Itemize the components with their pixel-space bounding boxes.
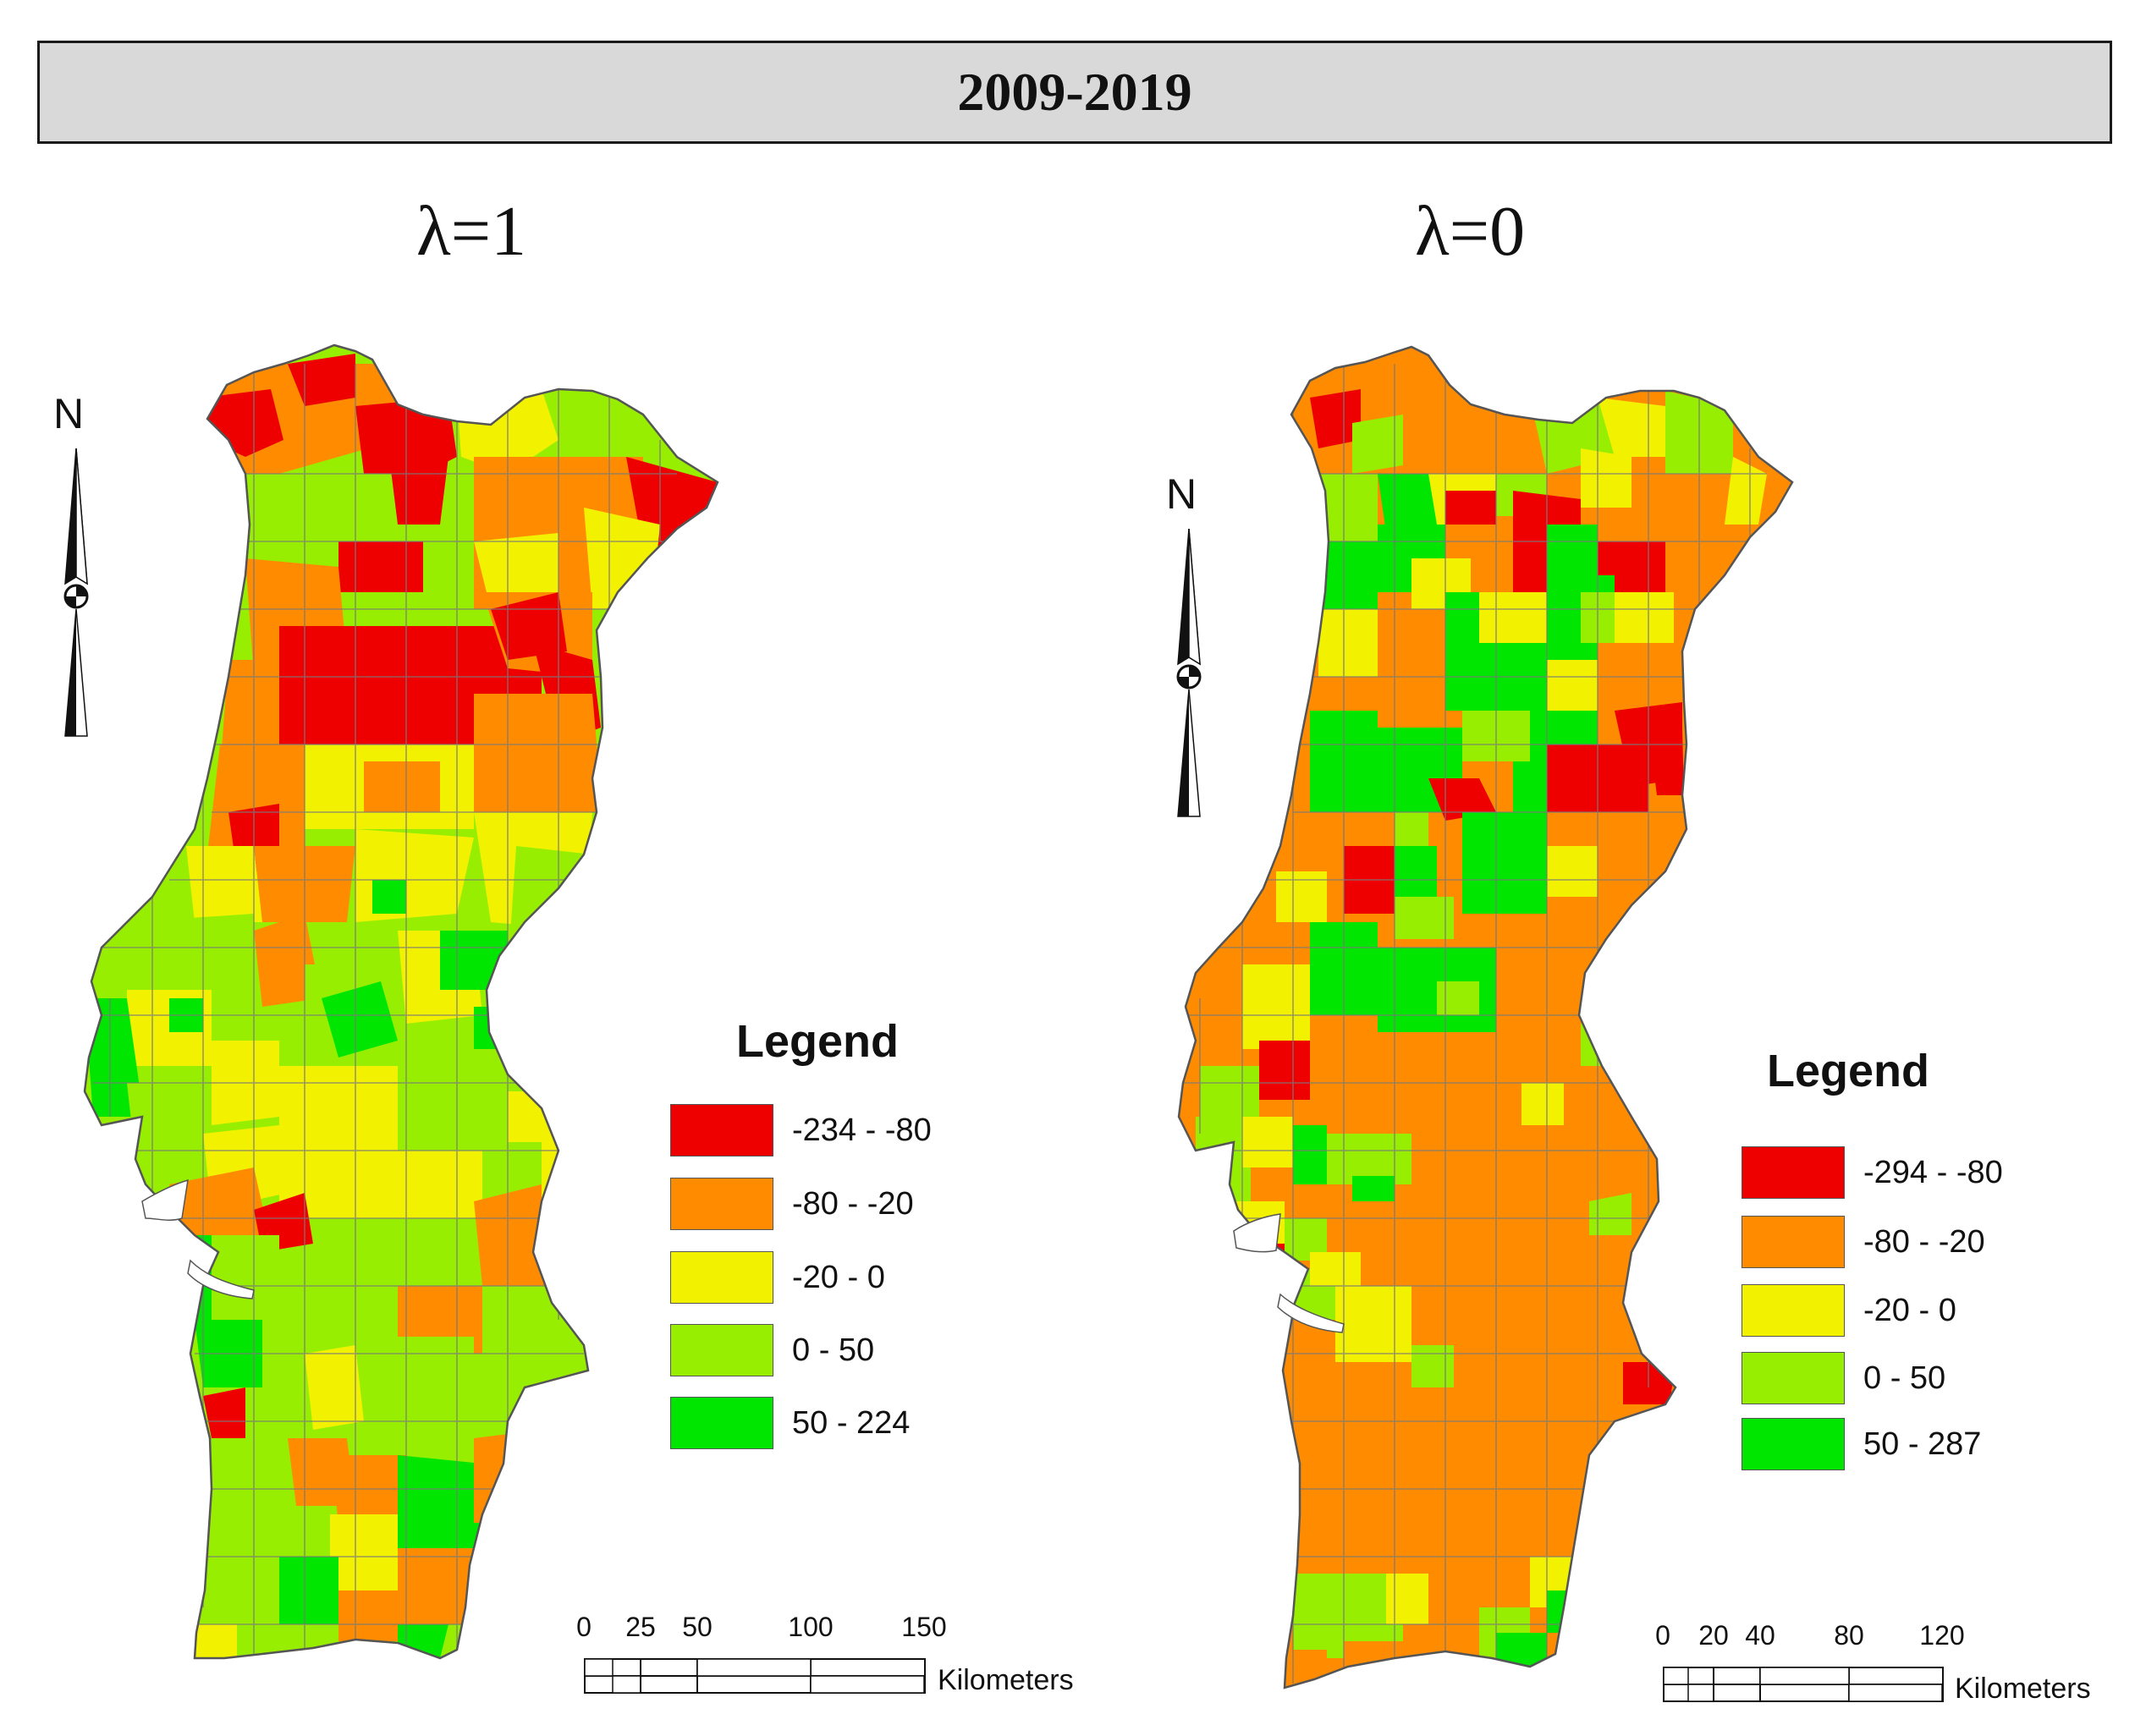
- legend-label: -234 - -80: [792, 1112, 932, 1148]
- legend-item: -294 - -80: [1742, 1146, 2003, 1199]
- north-label-right: N: [1166, 470, 1197, 518]
- scale-bar-right-graphic: [1663, 1667, 1944, 1702]
- legend-swatch: [670, 1251, 773, 1304]
- scale-tick: 120: [1919, 1620, 1965, 1651]
- scale-unit: Kilometers: [1955, 1673, 2091, 1705]
- legend-swatch: [670, 1178, 773, 1230]
- north-arrow-left: N: [47, 389, 106, 737]
- scale-tick: 40: [1745, 1620, 1775, 1651]
- legend-swatch: [670, 1104, 773, 1156]
- legend-swatch: [1742, 1418, 1845, 1470]
- legend-item: 50 - 287: [1742, 1418, 1981, 1470]
- legend-title-right: Legend: [1767, 1046, 1930, 1096]
- legend-title-left: Legend: [736, 1016, 900, 1067]
- scale-bar-left: 0 25 50 100 150 Kilometers: [576, 1612, 1109, 1713]
- legend-swatch: [1742, 1352, 1845, 1404]
- legend-label: -80 - -20: [1863, 1223, 1985, 1260]
- north-arrow-left-icon: [63, 448, 89, 737]
- legend-label: 0 - 50: [792, 1332, 875, 1368]
- legend-item: -80 - -20: [670, 1178, 914, 1230]
- legend-label: -294 - -80: [1863, 1154, 2003, 1190]
- legend-swatch: [1742, 1216, 1845, 1268]
- scale-tick: 25: [625, 1612, 656, 1642]
- legend-swatch: [670, 1397, 773, 1449]
- legend-label: -20 - 0: [792, 1259, 885, 1295]
- title-bar: 2009-2019: [37, 41, 2112, 144]
- scale-bar-left-graphic: [584, 1658, 926, 1694]
- north-arrow-right: N: [1159, 470, 1219, 817]
- scale-bar-right: 0 20 40 80 120 Kilometers: [1655, 1620, 2137, 1722]
- legend-label: 0 - 50: [1863, 1360, 1946, 1396]
- figure-title: 2009-2019: [957, 62, 1192, 122]
- legend-item: -20 - 0: [670, 1251, 885, 1304]
- legend-item: -80 - -20: [1742, 1216, 1985, 1268]
- lambda-label-left: λ=1: [416, 192, 527, 271]
- map-right: [1177, 345, 1794, 1689]
- legend-item: -234 - -80: [670, 1104, 932, 1156]
- map-left: [83, 343, 719, 1660]
- lambda-label-right: λ=0: [1415, 192, 1526, 271]
- legend-swatch: [1742, 1284, 1845, 1337]
- scale-tick: 50: [682, 1612, 713, 1642]
- legend-label: 50 - 224: [792, 1404, 911, 1441]
- north-arrow-right-icon: [1176, 528, 1202, 817]
- scale-tick: 150: [901, 1612, 947, 1642]
- legend-label: 50 - 287: [1863, 1426, 1982, 1462]
- legend-swatch: [1742, 1146, 1845, 1199]
- legend-label: -20 - 0: [1863, 1292, 1956, 1328]
- scale-tick: 100: [788, 1612, 834, 1642]
- legend-item: 0 - 50: [1742, 1352, 1945, 1404]
- legend-swatch: [670, 1324, 773, 1376]
- north-label-left: N: [53, 390, 85, 437]
- map-left-regions: [85, 345, 718, 1658]
- legend-item: 0 - 50: [670, 1324, 874, 1376]
- legend-item: 50 - 224: [670, 1397, 910, 1449]
- scale-tick: 0: [1655, 1620, 1670, 1651]
- scale-tick: 0: [576, 1612, 592, 1642]
- scale-tick: 80: [1834, 1620, 1864, 1651]
- legend-item: -20 - 0: [1742, 1284, 1956, 1337]
- legend-label: -80 - -20: [792, 1185, 914, 1222]
- scale-tick: 20: [1698, 1620, 1729, 1651]
- scale-unit: Kilometers: [938, 1664, 1074, 1696]
